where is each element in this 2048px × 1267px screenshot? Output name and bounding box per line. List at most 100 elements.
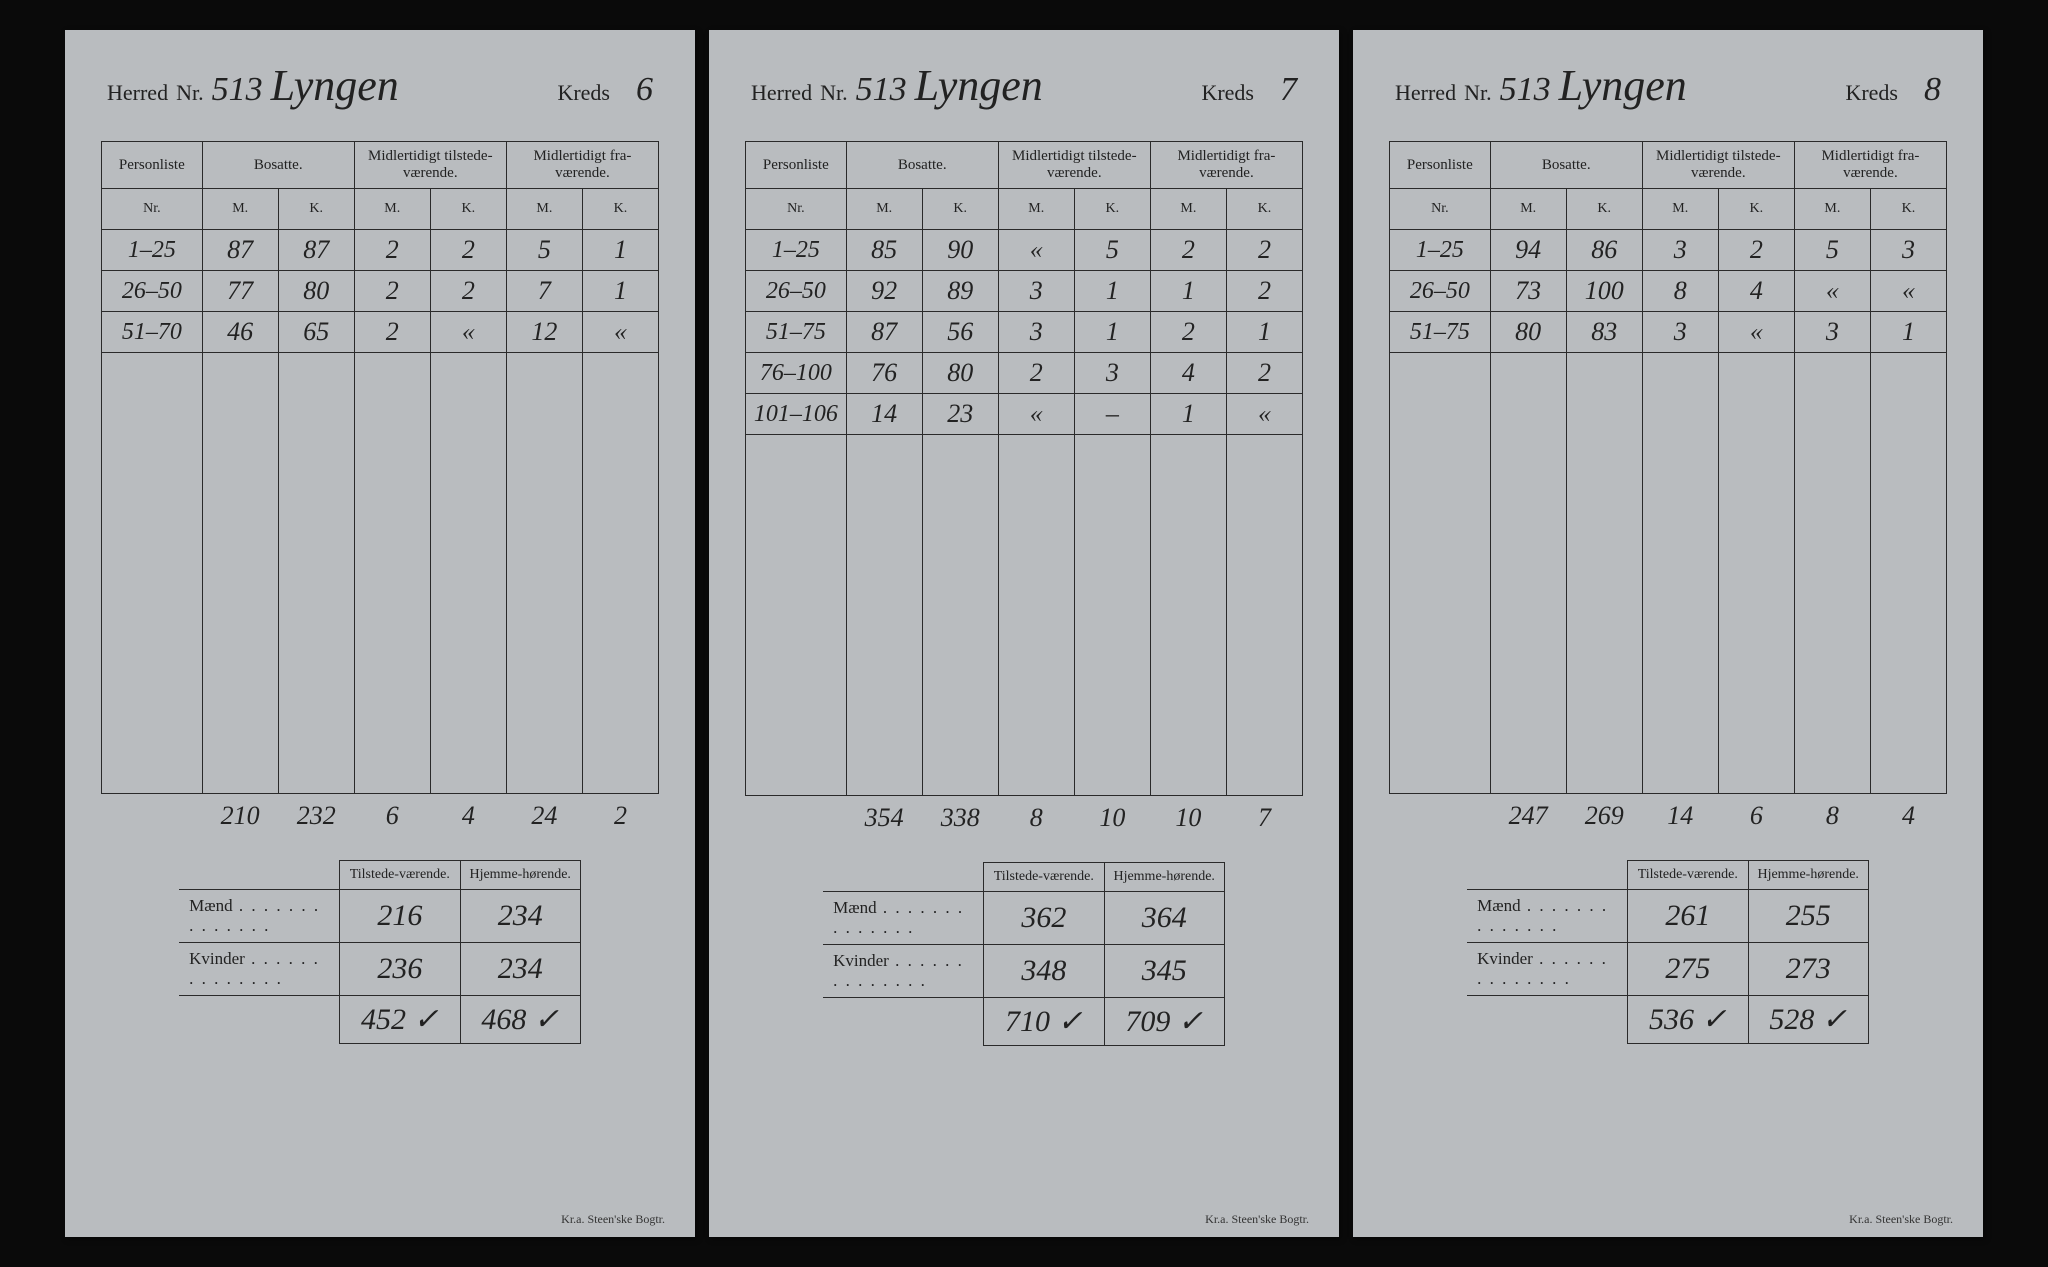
row-nr: 51–75 <box>746 312 847 353</box>
total-fravaer-m: 24 <box>506 794 582 839</box>
row-nr: 1–25 <box>746 230 847 271</box>
sum-tilstede: 452 ✓ <box>340 996 460 1044</box>
bosatte-k: 56 <box>922 312 998 353</box>
kreds-label: Kreds <box>1201 80 1254 106</box>
total-fravaer-k: 7 <box>1226 796 1302 841</box>
kvinder-tilstede: 348 <box>984 945 1104 998</box>
row-nr: 1–25 <box>1390 230 1491 271</box>
fravaer-k: 3 <box>1870 230 1946 271</box>
tilstede-m: 8 <box>1642 271 1718 312</box>
bosatte-k: 23 <box>922 394 998 435</box>
herred-nr: 513 <box>212 71 263 109</box>
sum-col-tilstede: Tilstede-værende. <box>1628 861 1748 890</box>
card-header: Herred Nr. 513 Lyngen Kreds 8 <box>1389 60 1947 111</box>
total-tilstede-m: 6 <box>354 794 430 839</box>
total-fravaer-k: 4 <box>1870 794 1946 839</box>
col-tilstede: Midlertidigt tilstede-værende. <box>998 142 1150 189</box>
bosatte-m: 94 <box>1490 230 1566 271</box>
fravaer-m: 5 <box>1794 230 1870 271</box>
data-grid: Personliste Bosatte. Midlertidigt tilste… <box>101 141 659 838</box>
total-fravaer-m: 8 <box>1794 794 1870 839</box>
bosatte-m: 76 <box>846 353 922 394</box>
herred-nr: 513 <box>856 71 907 109</box>
col-k: K. <box>1566 189 1642 230</box>
sum-col-tilstede: Tilstede-værende. <box>984 863 1104 892</box>
fravaer-k: 1 <box>582 271 658 312</box>
col-personliste: Personliste <box>1390 142 1491 189</box>
bosatte-k: 83 <box>1566 312 1642 353</box>
tilstede-k: 2 <box>430 271 506 312</box>
bosatte-m: 46 <box>202 312 278 353</box>
col-m: M. <box>846 189 922 230</box>
col-m: M. <box>354 189 430 230</box>
col-m: M. <box>506 189 582 230</box>
tilstede-m: « <box>998 394 1074 435</box>
col-personliste: Personliste <box>102 142 203 189</box>
col-tilstede: Midlertidigt tilstede-værende. <box>354 142 506 189</box>
bosatte-k: 87 <box>278 230 354 271</box>
kreds-nr: 8 <box>1924 71 1941 109</box>
printer-credit: Kr.a. Steen'ske Bogtr. <box>561 1212 665 1227</box>
bosatte-m: 73 <box>1490 271 1566 312</box>
kvinder-tilstede: 236 <box>340 943 460 996</box>
kvinder-hjemme: 345 <box>1104 945 1224 998</box>
fravaer-k: 1 <box>1870 312 1946 353</box>
col-bosatte: Bosatte. <box>1490 142 1642 189</box>
col-k: K. <box>582 189 658 230</box>
kvinder-tilstede: 275 <box>1628 943 1748 996</box>
col-m: M. <box>1490 189 1566 230</box>
sum-row-maend: Mænd <box>179 890 340 943</box>
fravaer-m: 12 <box>506 312 582 353</box>
tilstede-m: 2 <box>354 271 430 312</box>
data-grid: Personliste Bosatte. Midlertidigt tilste… <box>745 141 1303 840</box>
total-bosatte-m: 354 <box>846 796 922 841</box>
col-fravaer: Midlertidigt fra-værende. <box>506 142 658 189</box>
herred-label: Herred <box>751 80 812 106</box>
tilstede-m: « <box>998 230 1074 271</box>
tilstede-m: 3 <box>1642 230 1718 271</box>
total-tilstede-m: 14 <box>1642 794 1718 839</box>
col-m: M. <box>1150 189 1226 230</box>
tilstede-m: 2 <box>354 312 430 353</box>
tilstede-k: « <box>430 312 506 353</box>
bosatte-k: 100 <box>1566 271 1642 312</box>
tilstede-k: 2 <box>1718 230 1794 271</box>
fravaer-m: 1 <box>1150 271 1226 312</box>
col-tilstede: Midlertidigt tilstede-værende. <box>1642 142 1794 189</box>
fravaer-m: 2 <box>1150 230 1226 271</box>
fravaer-m: 3 <box>1794 312 1870 353</box>
card-header: Herred Nr. 513 Lyngen Kreds 7 <box>745 60 1303 111</box>
total-bosatte-m: 210 <box>202 794 278 839</box>
maend-hjemme: 234 <box>460 890 580 943</box>
summary-table: Tilstede-værende. Hjemme-hørende. Mænd 2… <box>179 860 581 1044</box>
col-k: K. <box>922 189 998 230</box>
maend-tilstede: 216 <box>340 890 460 943</box>
bosatte-k: 86 <box>1566 230 1642 271</box>
total-bosatte-k: 338 <box>922 796 998 841</box>
herred-label: Herred <box>1395 80 1456 106</box>
fravaer-k: « <box>1870 271 1946 312</box>
kvinder-hjemme: 234 <box>460 943 580 996</box>
bosatte-m: 80 <box>1490 312 1566 353</box>
census-card-8: Herred Nr. 513 Lyngen Kreds 8 Personlist… <box>1353 30 1983 1237</box>
bosatte-m: 87 <box>846 312 922 353</box>
printer-credit: Kr.a. Steen'ske Bogtr. <box>1849 1212 1953 1227</box>
fravaer-m: 4 <box>1150 353 1226 394</box>
sum-row-kvinder: Kvinder <box>179 943 340 996</box>
fravaer-k: 2 <box>1226 230 1302 271</box>
summary-table: Tilstede-værende. Hjemme-hørende. Mænd 2… <box>1467 860 1869 1044</box>
kreds-label: Kreds <box>1845 80 1898 106</box>
col-m: M. <box>202 189 278 230</box>
bosatte-k: 65 <box>278 312 354 353</box>
census-card-7: Herred Nr. 513 Lyngen Kreds 7 Personlist… <box>709 30 1339 1237</box>
col-nr: Nr. <box>1390 189 1491 230</box>
total-bosatte-k: 269 <box>1566 794 1642 839</box>
nr-label: Nr. <box>820 80 848 106</box>
sum-col-hjemme: Hjemme-hørende. <box>1748 861 1868 890</box>
data-grid: Personliste Bosatte. Midlertidigt tilste… <box>1389 141 1947 838</box>
tilstede-k: – <box>1074 394 1150 435</box>
kvinder-hjemme: 273 <box>1748 943 1868 996</box>
col-bosatte: Bosatte. <box>846 142 998 189</box>
herred-name: Lyngen <box>1559 60 1838 111</box>
herred-name: Lyngen <box>271 60 550 111</box>
